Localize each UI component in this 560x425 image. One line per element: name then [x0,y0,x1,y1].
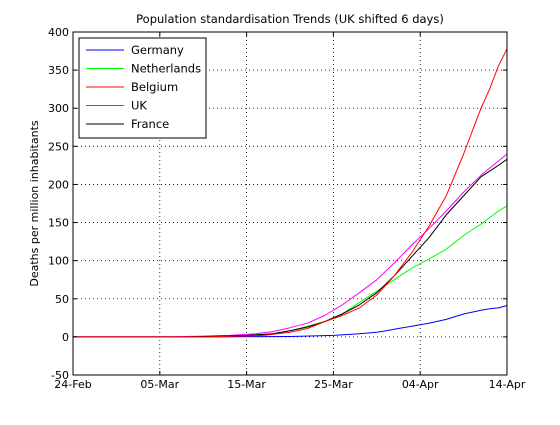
series-line-germany [73,305,508,338]
y-axis-label: Deaths per million inhabitants [28,120,41,287]
y-tick-label: 350 [48,64,69,77]
x-tick-labels: 24-Feb 05-Mar 15-Mar 25-Mar 04-Apr 14-Apr [54,378,526,391]
legend-label-netherlands: Netherlands [131,62,201,76]
plot-frame [72,31,508,376]
legend-label-france: France [131,117,169,131]
x-tick-label: 05-Mar [140,378,179,391]
legend-label-germany: Germany [131,43,184,57]
x-tick-label: 04-Apr [402,378,439,391]
chart-title: Population standardisation Trends (UK sh… [136,12,444,26]
y-tick-label: 150 [48,217,69,230]
y-tick-label: -50 [51,369,69,382]
y-tick-label: 50 [55,293,69,306]
series-lines [73,48,508,338]
series-line-belgium [73,48,508,338]
y-tick-label: 400 [48,26,69,39]
legend: Germany Netherlands Belgium UK France [78,37,207,139]
x-tick-label: 14-Apr [489,378,526,391]
x-tick-label: 25-Mar [314,378,353,391]
x-tick-label: 24-Feb [54,378,91,391]
y-tick-label: 0 [62,331,69,344]
y-tick-labels: -50 0 50 100 150 200 250 300 350 400 [48,26,69,382]
x-tick-label: 15-Mar [227,378,266,391]
legend-label-belgium: Belgium [131,80,178,94]
y-tick-label: 100 [48,255,69,268]
axis-ticks [72,31,508,376]
y-tick-label: 300 [48,102,69,115]
legend-box [78,37,207,139]
y-tick-label: 200 [48,178,69,191]
legend-label-uk: UK [131,99,147,113]
y-tick-label: 250 [48,140,69,153]
